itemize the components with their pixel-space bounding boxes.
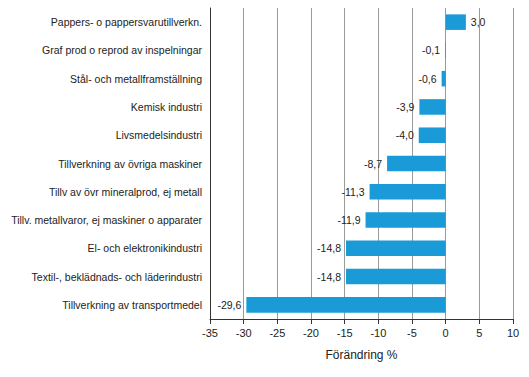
svg-text:Tillverkning av transportmedel: Tillverkning av transportmedel (62, 299, 202, 311)
svg-text:Textil-, beklädnads- och läder: Textil-, beklädnads- och läderindustri (32, 271, 202, 283)
svg-text:-15: -15 (337, 327, 353, 339)
svg-text:Pappers- o pappersvarutillverk: Pappers- o pappersvarutillverkn. (51, 16, 202, 28)
svg-text:-14,8: -14,8 (317, 271, 341, 283)
svg-text:0: 0 (443, 327, 449, 339)
svg-text:Kemisk industri: Kemisk industri (131, 101, 202, 113)
svg-text:-30: -30 (236, 327, 252, 339)
svg-text:Livsmedelsindustri: Livsmedelsindustri (116, 129, 202, 141)
svg-text:El- och elektronikindustri: El- och elektronikindustri (88, 242, 202, 254)
svg-text:Tillv av övr mineralprod, ej m: Tillv av övr mineralprod, ej metall (49, 186, 202, 198)
svg-text:10: 10 (507, 327, 519, 339)
svg-text:-35: -35 (202, 327, 218, 339)
svg-text:-8,7: -8,7 (364, 158, 382, 170)
svg-text:-11,3: -11,3 (341, 186, 364, 198)
svg-text:Tillv. metallvaror, ej maskine: Tillv. metallvaror, ej maskiner o appara… (11, 214, 202, 226)
svg-text:-20: -20 (303, 327, 319, 339)
svg-text:Graf prod o reprod av inspelni: Graf prod o reprod av inspelningar (42, 44, 202, 56)
svg-text:-3,9: -3,9 (396, 101, 414, 113)
svg-text:-0,6: -0,6 (419, 73, 437, 85)
svg-text:-0,1: -0,1 (422, 44, 440, 56)
svg-text:-10: -10 (370, 327, 386, 339)
svg-text:Stål- och metallframställning: Stål- och metallframställning (70, 73, 202, 85)
svg-text:-25: -25 (269, 327, 285, 339)
svg-text:-5: -5 (407, 327, 417, 339)
svg-text:Tillverkning av övriga maskine: Tillverkning av övriga maskiner (58, 158, 202, 170)
svg-text:3,0: 3,0 (471, 16, 486, 28)
svg-text:-4,0: -4,0 (396, 129, 414, 141)
svg-text:-29,6: -29,6 (217, 299, 241, 311)
svg-text:Förändring %: Förändring % (325, 348, 397, 362)
svg-text:-14,8: -14,8 (317, 242, 341, 254)
svg-text:-11,9: -11,9 (337, 214, 360, 226)
svg-text:5: 5 (476, 327, 482, 339)
